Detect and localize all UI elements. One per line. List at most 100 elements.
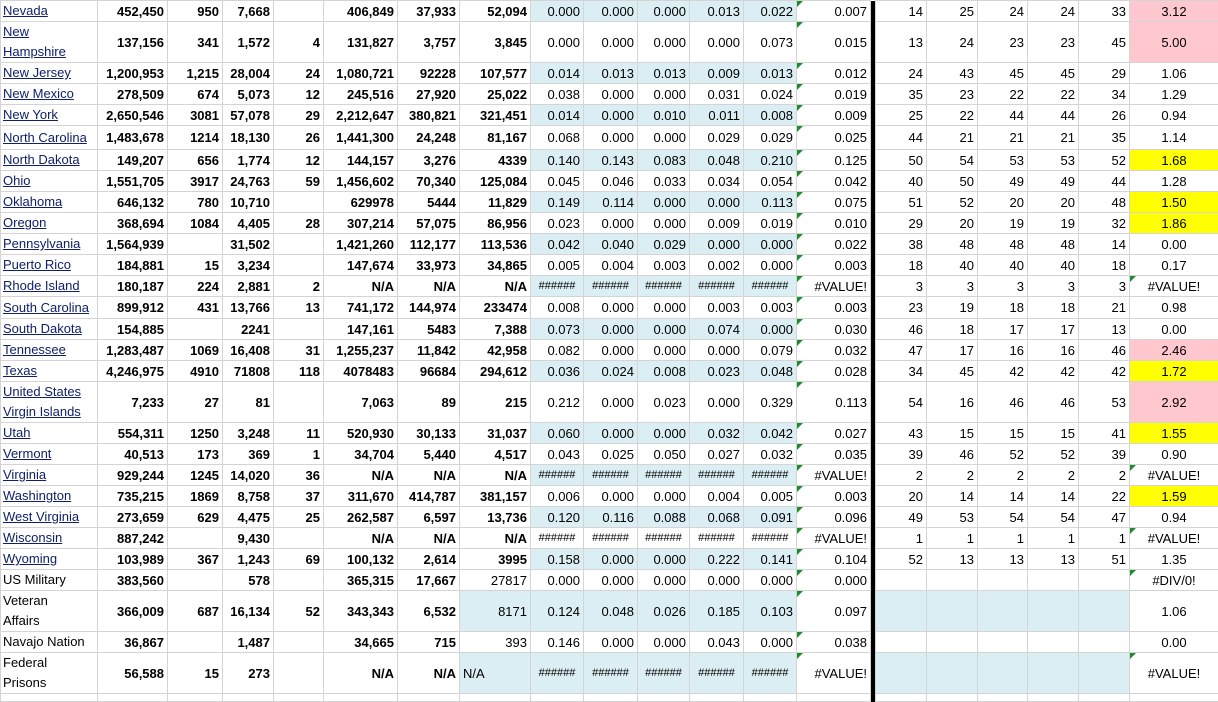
cell-rate[interactable]: 0.000 <box>690 570 744 591</box>
cell-rank[interactable]: 2 <box>927 465 978 486</box>
cell-ratio[interactable]: 1.28 <box>1130 171 1218 192</box>
cell-rank[interactable]: 17 <box>978 319 1028 340</box>
cell-ratio[interactable]: 3.12 <box>1130 1 1218 22</box>
cell-value[interactable]: 2,212,647 <box>324 105 398 126</box>
cell-rank[interactable] <box>978 632 1028 653</box>
cell-empty[interactable] <box>797 694 871 702</box>
cell-rank[interactable]: 21 <box>978 126 1028 150</box>
cell-value[interactable]: 278,509 <box>98 84 168 105</box>
cell-rate[interactable]: 0.048 <box>744 361 797 382</box>
cell-rank[interactable]: 22 <box>1028 84 1079 105</box>
cell-rate[interactable]: 0.000 <box>584 549 638 570</box>
cell-value[interactable]: 1,080,721 <box>324 63 398 84</box>
cell-value[interactable]: 414,787 <box>398 486 460 507</box>
cell-average[interactable]: 0.075 <box>797 192 871 213</box>
cell-rate[interactable]: 0.011 <box>690 105 744 126</box>
cell-rank[interactable]: 15 <box>978 423 1028 444</box>
cell-value[interactable]: 36 <box>274 465 324 486</box>
cell-rank[interactable]: 25 <box>876 105 927 126</box>
cell-rank[interactable] <box>1079 591 1130 632</box>
cell-rate[interactable]: ###### <box>584 276 638 297</box>
cell-rank[interactable]: 19 <box>978 213 1028 234</box>
cell-value[interactable] <box>274 1 324 22</box>
cell-rank[interactable]: 47 <box>876 340 927 361</box>
cell-average[interactable]: 0.003 <box>797 255 871 276</box>
cell-value[interactable]: 1,483,678 <box>98 126 168 150</box>
cell-rate[interactable]: 0.000 <box>744 234 797 255</box>
cell-rank[interactable]: 18 <box>927 319 978 340</box>
cell-value[interactable] <box>168 234 223 255</box>
cell-ratio[interactable]: 1.14 <box>1130 126 1218 150</box>
cell-rank[interactable]: 50 <box>876 150 927 171</box>
cell-value[interactable]: 52,094 <box>460 1 531 22</box>
cell-rank[interactable]: 3 <box>927 276 978 297</box>
cell-ratio[interactable]: 5.00 <box>1130 22 1218 63</box>
cell-average[interactable]: #VALUE! <box>797 653 871 694</box>
cell-value[interactable]: 5444 <box>398 192 460 213</box>
cell-value[interactable]: 103,989 <box>98 549 168 570</box>
cell-value[interactable]: 381,157 <box>460 486 531 507</box>
cell-ratio[interactable]: 0.94 <box>1130 105 1218 126</box>
cell-value[interactable]: 81 <box>223 382 274 423</box>
cell-rank[interactable]: 18 <box>978 297 1028 319</box>
cell-rank[interactable] <box>876 653 927 694</box>
cell-rate[interactable]: ###### <box>690 276 744 297</box>
cell-rate[interactable]: 0.027 <box>690 444 744 465</box>
cell-value[interactable]: 34,665 <box>324 632 398 653</box>
cell-value[interactable]: 14,020 <box>223 465 274 486</box>
cell-value[interactable]: 1,283,487 <box>98 340 168 361</box>
cell-value[interactable]: N/A <box>398 465 460 486</box>
cell-rate[interactable]: 0.140 <box>531 150 584 171</box>
cell-ratio[interactable]: 1.68 <box>1130 150 1218 171</box>
cell-rank[interactable]: 17 <box>927 340 978 361</box>
state-link[interactable]: Utah <box>3 423 30 443</box>
cell-rank[interactable]: 41 <box>1079 423 1130 444</box>
cell-rate[interactable]: 0.023 <box>531 213 584 234</box>
cell-ratio[interactable]: #VALUE! <box>1130 528 1218 549</box>
cell-value[interactable]: 6,532 <box>398 591 460 632</box>
cell-value[interactable]: 4,405 <box>223 213 274 234</box>
state-link[interactable]: South Carolina <box>3 298 89 318</box>
cell-rank[interactable] <box>978 570 1028 591</box>
cell-rank[interactable] <box>876 570 927 591</box>
cell-rank[interactable]: 3 <box>1028 276 1079 297</box>
cell-value[interactable]: 6,597 <box>398 507 460 528</box>
cell-rate[interactable]: 0.000 <box>638 340 690 361</box>
cell-value[interactable]: 15 <box>168 255 223 276</box>
cell-rank[interactable]: 29 <box>876 213 927 234</box>
cell-rate[interactable]: 0.014 <box>531 105 584 126</box>
cell-value[interactable]: 31 <box>274 340 324 361</box>
state-link[interactable]: Rhode Island <box>3 276 80 296</box>
cell-value[interactable]: 89 <box>398 382 460 423</box>
cell-rate[interactable]: 0.009 <box>690 213 744 234</box>
cell-rate[interactable]: 0.060 <box>531 423 584 444</box>
cell-rate[interactable]: ###### <box>584 653 638 694</box>
cell-value[interactable]: 40,513 <box>98 444 168 465</box>
cell-value[interactable]: 7,233 <box>98 382 168 423</box>
cell-rate[interactable]: ###### <box>638 276 690 297</box>
cell-average[interactable]: 0.010 <box>797 213 871 234</box>
cell-average[interactable]: 0.003 <box>797 486 871 507</box>
cell-rank[interactable]: 14 <box>1028 486 1079 507</box>
cell-rank[interactable]: 24 <box>978 1 1028 22</box>
cell-rank[interactable]: 20 <box>876 486 927 507</box>
cell-value[interactable]: 1,572 <box>223 22 274 63</box>
cell-rank[interactable]: 45 <box>927 361 978 382</box>
cell-name[interactable]: South Dakota <box>1 319 98 340</box>
state-link[interactable]: North Dakota <box>3 150 80 170</box>
cell-rate[interactable]: 0.000 <box>638 486 690 507</box>
cell-name[interactable]: Virginia <box>1 465 98 486</box>
cell-value[interactable]: 12 <box>274 150 324 171</box>
cell-rate[interactable]: ###### <box>531 653 584 694</box>
cell-value[interactable]: N/A <box>324 653 398 694</box>
cell-rank[interactable]: 46 <box>1028 382 1079 423</box>
cell-rate[interactable]: 0.114 <box>584 192 638 213</box>
cell-rank[interactable]: 32 <box>1079 213 1130 234</box>
cell-rank[interactable]: 15 <box>1028 423 1079 444</box>
cell-average[interactable]: 0.042 <box>797 171 871 192</box>
cell-value[interactable]: N/A <box>398 528 460 549</box>
cell-empty[interactable] <box>168 694 223 702</box>
cell-ratio[interactable]: #VALUE! <box>1130 276 1218 297</box>
cell-value[interactable]: 70,340 <box>398 171 460 192</box>
cell-value[interactable]: 715 <box>398 632 460 653</box>
